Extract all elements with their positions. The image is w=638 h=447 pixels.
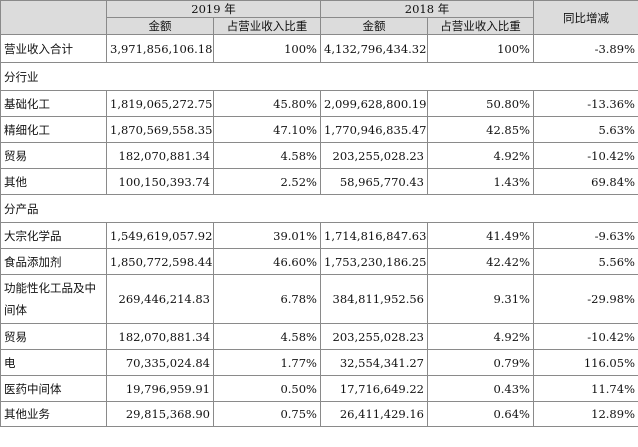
row-label: 电: [0, 349, 107, 376]
ratio-2018: 1.43%: [427, 168, 534, 195]
ratio-2019: 0.75%: [213, 401, 321, 427]
amount-2019: 29,815,368.90: [106, 401, 214, 427]
amount-2018: 2,099,628,800.19: [320, 90, 428, 117]
table-row: 其他业务 29,815,368.90 0.75% 26,411,429.16 0…: [0, 401, 638, 427]
ratio-2018: 4.92%: [427, 323, 534, 350]
table-row: 贸易 182,070,881.34 4.58% 203,255,028.23 4…: [0, 142, 638, 169]
amount-2018: 32,554,341.27: [320, 349, 428, 376]
row-label: 基础化工: [0, 90, 107, 117]
row-label: 贸易: [0, 142, 107, 169]
header-ratio-2018: 占营业收入比重: [427, 17, 534, 35]
total-yoy: -3.89%: [533, 34, 638, 63]
table-row: 食品添加剂 1,850,772,598.44 46.60% 1,753,230,…: [0, 248, 638, 275]
yoy-change: -10.42%: [533, 142, 638, 169]
table-row: 医药中间体 19,796,959.91 0.50% 17,716,649.22 …: [0, 375, 638, 402]
yoy-change: 69.84%: [533, 168, 638, 195]
table-row: 精细化工 1,870,569,558.35 47.10% 1,770,946,8…: [0, 116, 638, 143]
total-ratio-2019: 100%: [213, 34, 321, 63]
amount-2019: 1,549,619,057.92: [106, 222, 214, 249]
yoy-change: -9.63%: [533, 222, 638, 249]
amount-2019: 70,335,024.84: [106, 349, 214, 376]
ratio-2019: 0.50%: [213, 375, 321, 402]
amount-2018: 1,770,946,835.47: [320, 116, 428, 143]
ratio-2019: 4.58%: [213, 142, 321, 169]
ratio-2018: 0.64%: [427, 401, 534, 427]
table-row: 功能性化工品及中间体 269,446,214.83 6.78% 384,811,…: [0, 274, 638, 324]
table-row: 电 70,335,024.84 1.77% 32,554,341.27 0.79…: [0, 349, 638, 376]
table-row: 其他 100,150,393.74 2.52% 58,965,770.43 1.…: [0, 168, 638, 195]
amount-2018: 203,255,028.23: [320, 323, 428, 350]
amount-2019: 1,870,569,558.35: [106, 116, 214, 143]
total-amount-2019: 3,971,856,106.18: [106, 34, 214, 63]
amount-2018: 17,716,649.22: [320, 375, 428, 402]
yoy-change: 5.63%: [533, 116, 638, 143]
row-label: 医药中间体: [0, 375, 107, 402]
ratio-2018: 9.31%: [427, 274, 534, 324]
amount-2018: 1,714,816,847.63: [320, 222, 428, 249]
header-year-2018: 2018 年: [320, 0, 534, 18]
amount-2019: 19,796,959.91: [106, 375, 214, 402]
ratio-2019: 47.10%: [213, 116, 321, 143]
amount-2019: 1,819,065,272.75: [106, 90, 214, 117]
ratio-2019: 6.78%: [213, 274, 321, 324]
amount-2018: 1,753,230,186.25: [320, 248, 428, 275]
total-amount-2018: 4,132,796,434.32: [320, 34, 428, 63]
yoy-change: 5.56%: [533, 248, 638, 275]
amount-2018: 203,255,028.23: [320, 142, 428, 169]
amount-2019: 182,070,881.34: [106, 142, 214, 169]
ratio-2018: 0.43%: [427, 375, 534, 402]
table-row: 大宗化学品 1,549,619,057.92 39.01% 1,714,816,…: [0, 222, 638, 249]
row-label: 精细化工: [0, 116, 107, 143]
amount-2019: 182,070,881.34: [106, 323, 214, 350]
ratio-2019: 39.01%: [213, 222, 321, 249]
row-label: 其他: [0, 168, 107, 195]
table-row: 贸易 182,070,881.34 4.58% 203,255,028.23 4…: [0, 323, 638, 350]
ratio-2018: 42.85%: [427, 116, 534, 143]
yoy-change: -13.36%: [533, 90, 638, 117]
row-label: 大宗化学品: [0, 222, 107, 249]
header-empty-cell: [0, 0, 107, 35]
yoy-change: 11.74%: [533, 375, 638, 402]
header-yoy: 同比增减: [533, 0, 638, 35]
row-label: 贸易: [0, 323, 107, 350]
amount-2019: 269,446,214.83: [106, 274, 214, 324]
section-row-industry: 分行业: [0, 62, 638, 91]
ratio-2018: 4.92%: [427, 142, 534, 169]
amount-2018: 26,411,429.16: [320, 401, 428, 427]
header-row-years: 2019 年 2018 年 同比增减: [0, 0, 638, 35]
total-row: 营业收入合计 3,971,856,106.18 100% 4,132,796,4…: [0, 34, 638, 63]
table-row: 基础化工 1,819,065,272.75 45.80% 2,099,628,8…: [0, 90, 638, 117]
ratio-2019: 1.77%: [213, 349, 321, 376]
ratio-2018: 41.49%: [427, 222, 534, 249]
row-label: 食品添加剂: [0, 248, 107, 275]
yoy-change: -29.98%: [533, 274, 638, 324]
header-ratio-2019: 占营业收入比重: [213, 17, 321, 35]
row-label: 功能性化工品及中间体: [0, 274, 107, 324]
amount-2018: 384,811,952.56: [320, 274, 428, 324]
header-amount-2019: 金额: [106, 17, 214, 35]
yoy-change: -10.42%: [533, 323, 638, 350]
amount-2019: 1,850,772,598.44: [106, 248, 214, 275]
ratio-2019: 45.80%: [213, 90, 321, 117]
row-label: 其他业务: [0, 401, 107, 427]
ratio-2018: 0.79%: [427, 349, 534, 376]
total-ratio-2018: 100%: [427, 34, 534, 63]
ratio-2019: 2.52%: [213, 168, 321, 195]
section-title-product: 分产品: [0, 194, 638, 223]
ratio-2019: 4.58%: [213, 323, 321, 350]
amount-2019: 100,150,393.74: [106, 168, 214, 195]
section-title-industry: 分行业: [0, 62, 638, 91]
ratio-2019: 46.60%: [213, 248, 321, 275]
yoy-change: 116.05%: [533, 349, 638, 376]
yoy-change: 12.89%: [533, 401, 638, 427]
amount-2018: 58,965,770.43: [320, 168, 428, 195]
header-row-metrics: 金额 占营业收入比重 金额 占营业收入比重: [1, 17, 638, 35]
ratio-2018: 42.42%: [427, 248, 534, 275]
ratio-2018: 50.80%: [427, 90, 534, 117]
revenue-composition-table: 2019 年 2018 年 同比增减 金额 占营业收入比重 金额 占营业收入比重…: [0, 0, 638, 427]
header-year-2019: 2019 年: [106, 0, 321, 18]
header-amount-2018: 金额: [320, 17, 428, 35]
section-row-product: 分产品: [0, 194, 638, 223]
total-label: 营业收入合计: [0, 34, 107, 63]
